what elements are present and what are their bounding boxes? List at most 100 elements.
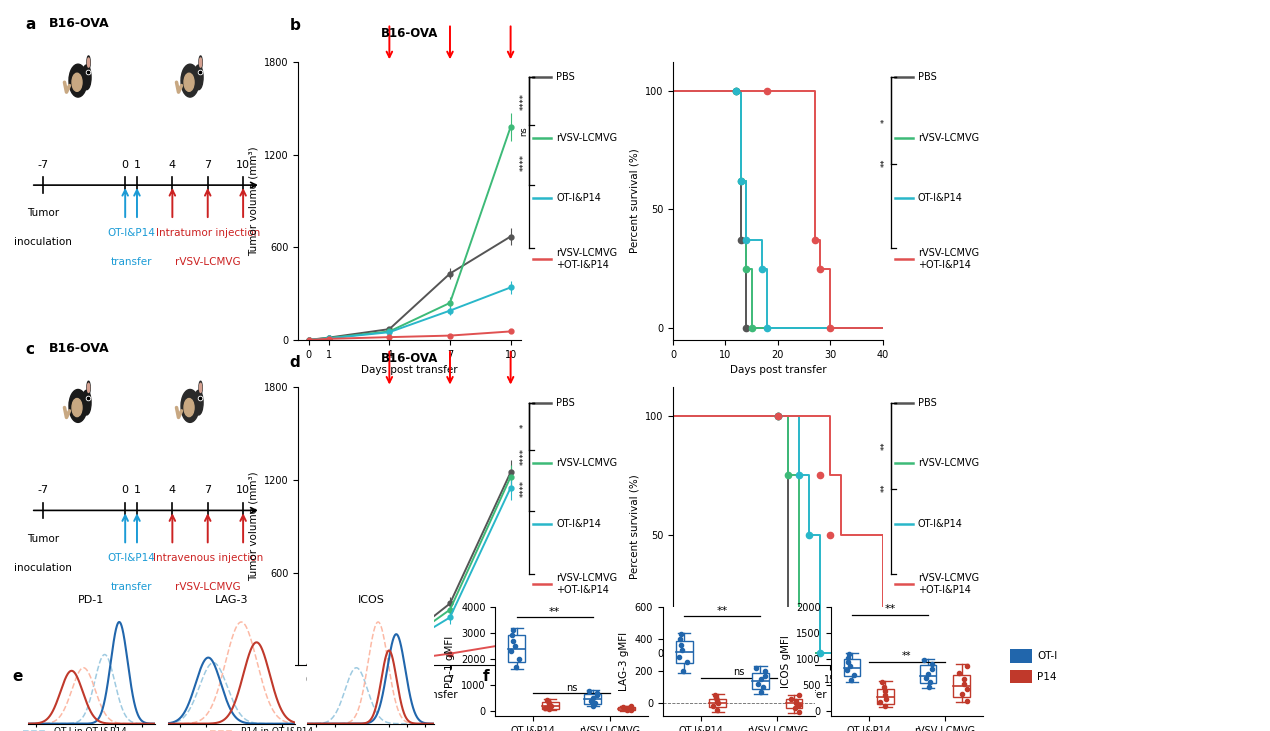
Text: **: ** <box>549 607 560 617</box>
Bar <box>676 640 692 663</box>
Text: e: e <box>13 669 23 684</box>
Bar <box>618 708 635 710</box>
Text: OT-I&P14: OT-I&P14 <box>556 519 601 529</box>
Text: rVSV-LCMVG: rVSV-LCMVG <box>556 133 617 143</box>
Text: *: * <box>519 424 528 428</box>
Ellipse shape <box>182 64 199 97</box>
Ellipse shape <box>86 382 90 395</box>
Text: ****: **** <box>519 448 528 465</box>
X-axis label: Days post transfer: Days post transfer <box>361 691 458 700</box>
Bar <box>786 700 803 708</box>
Y-axis label: Percent survival (%): Percent survival (%) <box>630 474 640 579</box>
Title: ICOS: ICOS <box>357 594 385 605</box>
Text: ns: ns <box>519 126 528 136</box>
Text: 10: 10 <box>236 485 250 495</box>
Text: 4: 4 <box>169 159 177 170</box>
Ellipse shape <box>194 65 203 90</box>
Bar <box>1010 649 1033 663</box>
Text: inoculation: inoculation <box>14 238 71 247</box>
Text: OT-I&P14: OT-I&P14 <box>918 519 963 529</box>
Ellipse shape <box>184 73 194 91</box>
Text: Tumor: Tumor <box>27 534 58 544</box>
Bar <box>919 665 936 683</box>
Text: P14: P14 <box>1038 672 1057 681</box>
Y-axis label: Percent survival (%): Percent survival (%) <box>630 148 640 254</box>
Text: 0: 0 <box>122 159 128 170</box>
Title: PD-1: PD-1 <box>79 594 104 605</box>
Text: ****: **** <box>519 93 528 110</box>
Ellipse shape <box>69 390 88 423</box>
Text: **: ** <box>902 651 912 662</box>
Text: rVSV-LCMVG: rVSV-LCMVG <box>918 458 979 468</box>
Text: rVSV-LCMVG
+OT-I&P14: rVSV-LCMVG +OT-I&P14 <box>556 573 617 595</box>
Text: OT-I&P14: OT-I&P14 <box>918 194 963 203</box>
Text: inoculation: inoculation <box>14 563 71 572</box>
Ellipse shape <box>88 383 90 393</box>
Text: rVSV-LCMVG
+OT-I&P14: rVSV-LCMVG +OT-I&P14 <box>556 248 617 270</box>
Text: a: a <box>25 17 36 31</box>
Bar <box>843 659 860 675</box>
Text: OT-I&P14: OT-I&P14 <box>556 194 601 203</box>
Text: transfer: transfer <box>110 257 152 267</box>
Ellipse shape <box>69 64 88 97</box>
X-axis label: Days post transfer: Days post transfer <box>729 366 827 375</box>
Text: ns: ns <box>566 683 577 693</box>
Ellipse shape <box>199 383 202 393</box>
Text: 1: 1 <box>133 485 141 495</box>
Text: rVSV-LCMVG: rVSV-LCMVG <box>556 458 617 468</box>
Ellipse shape <box>83 390 91 415</box>
X-axis label: Days post transfer: Days post transfer <box>729 691 827 700</box>
Text: PBS: PBS <box>918 72 937 83</box>
Text: PBS: PBS <box>556 72 575 83</box>
Text: 1: 1 <box>133 159 141 170</box>
Text: **: ** <box>881 484 890 493</box>
Title: LAG-3: LAG-3 <box>215 594 248 605</box>
Text: **: ** <box>884 605 895 614</box>
Text: PBS: PBS <box>918 398 937 408</box>
Text: 10: 10 <box>236 159 250 170</box>
Ellipse shape <box>72 398 83 417</box>
Text: OT-I in OT-I&P14: OT-I in OT-I&P14 <box>53 727 127 731</box>
Text: ns: ns <box>734 667 744 678</box>
Text: Intravenous injection: Intravenous injection <box>152 553 263 563</box>
Ellipse shape <box>88 58 90 67</box>
Ellipse shape <box>72 73 83 91</box>
Text: Tumor: Tumor <box>27 208 58 219</box>
Y-axis label: PD-1 gMFI: PD-1 gMFI <box>446 635 456 688</box>
Title: B16-OVA: B16-OVA <box>381 352 438 366</box>
Text: rVSV-LCMVG
+OT-I&P14: rVSV-LCMVG +OT-I&P14 <box>918 573 979 595</box>
Text: OT-I&P14: OT-I&P14 <box>107 553 155 563</box>
Y-axis label: Tumor volume (mm³): Tumor volume (mm³) <box>249 146 259 256</box>
X-axis label: Days post transfer: Days post transfer <box>361 366 458 375</box>
Text: rVSV-LCMVG: rVSV-LCMVG <box>175 257 240 267</box>
Text: transfer: transfer <box>110 582 152 592</box>
Text: **: ** <box>881 442 890 450</box>
Ellipse shape <box>184 398 194 417</box>
Bar <box>542 702 559 708</box>
Ellipse shape <box>199 58 202 67</box>
Text: -7: -7 <box>37 159 48 170</box>
Ellipse shape <box>194 390 203 415</box>
Y-axis label: LAG-3 gMFI: LAG-3 gMFI <box>620 632 629 691</box>
Ellipse shape <box>199 56 202 69</box>
Text: **: ** <box>881 159 890 167</box>
Bar <box>954 675 970 697</box>
Text: 4: 4 <box>169 485 177 495</box>
Text: ****: **** <box>519 154 528 171</box>
Title: B16-OVA: B16-OVA <box>381 27 438 40</box>
Text: B16-OVA: B16-OVA <box>48 17 109 30</box>
Text: OT-I&P14: OT-I&P14 <box>107 227 155 238</box>
Text: ****: **** <box>519 480 528 496</box>
Text: Intratumor injection: Intratumor injection <box>156 227 260 238</box>
Ellipse shape <box>83 65 91 90</box>
Bar <box>710 699 726 707</box>
Text: 0: 0 <box>122 485 128 495</box>
Bar <box>1010 670 1033 683</box>
Y-axis label: Tumor volume (mm³): Tumor volume (mm³) <box>249 471 259 581</box>
Text: b: b <box>290 18 301 34</box>
Text: B16-OVA: B16-OVA <box>48 342 109 355</box>
Bar <box>584 694 601 704</box>
Text: *: * <box>881 118 890 123</box>
Bar <box>752 673 768 689</box>
Text: rVSV-LCMVG
+OT-I&P14: rVSV-LCMVG +OT-I&P14 <box>918 248 979 270</box>
